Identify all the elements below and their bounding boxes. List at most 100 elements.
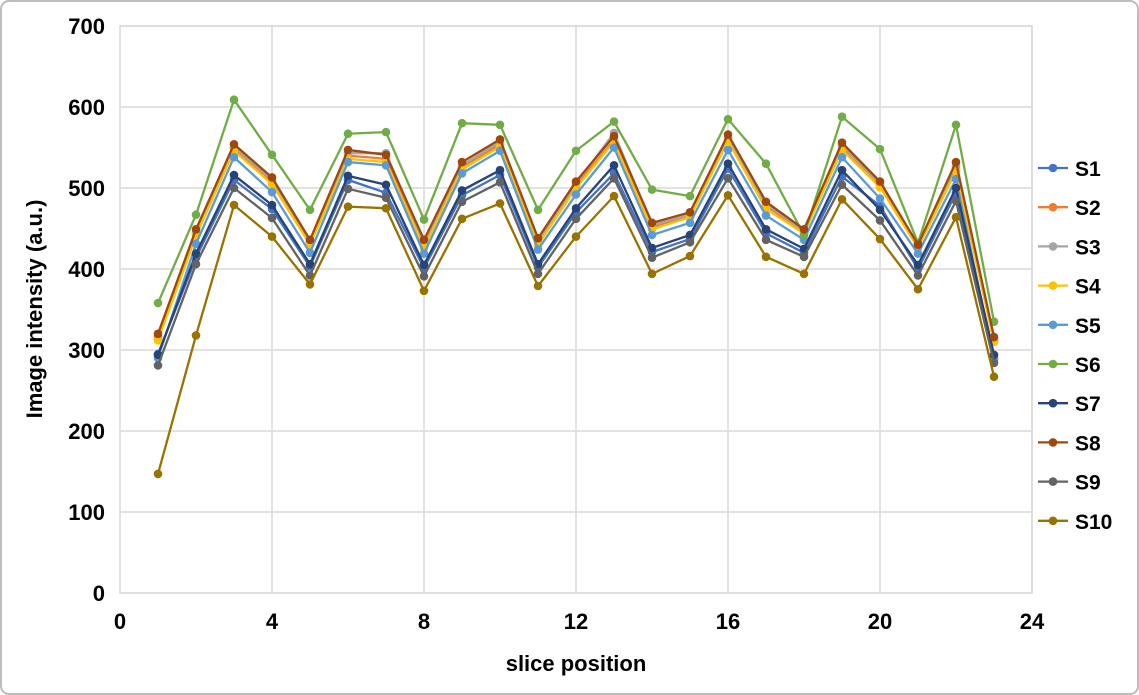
marker-s8-x12 xyxy=(571,177,581,186)
marker-s8-x5 xyxy=(305,235,315,245)
marker-s6-x11 xyxy=(533,205,543,215)
marker-s5-x13 xyxy=(609,143,619,152)
marker-s6-x20 xyxy=(875,144,885,154)
marker-s7-x9 xyxy=(457,186,467,195)
marker-s6-x10 xyxy=(495,120,505,130)
marker-s9-x7 xyxy=(381,193,391,203)
marker-s6-x4 xyxy=(267,150,277,160)
marker-s8-x4 xyxy=(267,173,277,182)
legend-marker-dot-s3 xyxy=(1048,242,1058,251)
marker-s7-x20 xyxy=(875,205,885,215)
y-tick-label-600: 600 xyxy=(68,95,105,120)
legend-item-s5: S5 xyxy=(1038,315,1101,338)
plot-area-border xyxy=(119,25,1033,594)
legend-item-s1: S1 xyxy=(1038,158,1101,181)
marker-s8-x1 xyxy=(153,329,163,339)
marker-s6-x15 xyxy=(685,191,695,201)
marker-s6-x14 xyxy=(647,185,657,194)
marker-s8-x7 xyxy=(381,150,391,160)
marker-s7-x6 xyxy=(343,171,353,181)
marker-s7-x19 xyxy=(837,165,847,175)
legend-marker-dot-s6 xyxy=(1048,359,1058,369)
series-s5 xyxy=(153,143,999,365)
marker-s10-x2 xyxy=(191,331,201,340)
legend-item-s6: S6 xyxy=(1038,354,1101,377)
x-tick-label-16: 16 xyxy=(716,609,740,634)
marker-s7-x10 xyxy=(495,165,505,175)
marker-s9-x12 xyxy=(571,214,581,224)
marker-s10-x17 xyxy=(761,252,771,262)
marker-s9-x3 xyxy=(229,183,239,193)
marker-s10-x23 xyxy=(989,372,999,382)
marker-s9-x6 xyxy=(343,184,353,194)
marker-s5-x19 xyxy=(837,152,847,162)
marker-s8-x18 xyxy=(799,225,809,234)
marker-s9-x22 xyxy=(951,196,961,206)
marker-s9-x13 xyxy=(609,173,619,183)
marker-s8-x9 xyxy=(457,157,467,167)
legend-label-s10: S10 xyxy=(1075,511,1112,534)
marker-s9-x10 xyxy=(495,178,505,187)
marker-s10-x22 xyxy=(951,212,961,222)
marker-s10-x5 xyxy=(305,280,315,289)
marker-s9-x17 xyxy=(761,235,771,245)
marker-s5-x9 xyxy=(457,169,467,178)
marker-s6-x13 xyxy=(609,117,619,126)
marker-s9-x19 xyxy=(837,180,847,190)
marker-s8-x14 xyxy=(647,218,657,228)
marker-s6-x2 xyxy=(191,210,201,220)
marker-s8-x13 xyxy=(609,131,619,141)
marker-s10-x19 xyxy=(837,195,847,204)
marker-s6-x8 xyxy=(419,215,429,224)
marker-s10-x13 xyxy=(609,191,619,201)
legend-label-s8: S8 xyxy=(1075,432,1101,455)
legend-item-s4: S4 xyxy=(1038,276,1101,299)
marker-s10-x3 xyxy=(229,200,239,210)
legend-marker-dot-s5 xyxy=(1048,320,1058,330)
x-tick-label-0: 0 xyxy=(114,609,126,634)
marker-s6-x12 xyxy=(571,146,581,156)
marker-s10-x18 xyxy=(799,269,809,279)
marker-s9-x4 xyxy=(267,213,277,223)
marker-s9-x2 xyxy=(191,259,201,269)
marker-s9-x14 xyxy=(647,253,657,262)
legend-marker-dot-s8 xyxy=(1048,438,1058,447)
marker-s10-x16 xyxy=(723,190,733,200)
marker-s7-x22 xyxy=(951,183,961,193)
marker-s5-x16 xyxy=(723,145,733,155)
y-tick-label-700: 700 xyxy=(68,14,105,39)
marker-s8-x21 xyxy=(913,240,923,249)
y-tick-label-200: 200 xyxy=(68,419,105,444)
marker-s7-x13 xyxy=(609,161,619,170)
marker-s10-x6 xyxy=(343,202,353,211)
marker-s8-x20 xyxy=(875,177,885,186)
y-axis-title: Image intensity (a.u.) xyxy=(22,200,47,419)
gridlines xyxy=(120,25,1033,594)
x-tick-label-20: 20 xyxy=(868,609,892,634)
legend-label-s7: S7 xyxy=(1075,393,1101,416)
legend-item-s9: S9 xyxy=(1038,472,1101,495)
marker-s10-x15 xyxy=(685,251,695,261)
marker-s6-x3 xyxy=(229,95,239,105)
marker-s10-x9 xyxy=(457,214,467,224)
marker-s8-x17 xyxy=(761,197,771,207)
marker-s10-x11 xyxy=(533,281,543,291)
marker-s6-x5 xyxy=(305,205,315,215)
x-tick-label-8: 8 xyxy=(418,609,430,634)
marker-s8-x23 xyxy=(989,332,999,342)
marker-s8-x8 xyxy=(419,235,429,245)
marker-s5-x12 xyxy=(571,190,581,199)
marker-s5-x14 xyxy=(647,230,657,240)
x-tick-label-12: 12 xyxy=(564,609,588,634)
series-s10 xyxy=(153,190,999,479)
marker-s6-x16 xyxy=(723,114,733,124)
marker-s9-x1 xyxy=(153,361,163,370)
marker-s7-x14 xyxy=(647,243,657,253)
legend-label-s4: S4 xyxy=(1075,276,1101,299)
y-tick-label-100: 100 xyxy=(68,500,105,525)
marker-s6-x22 xyxy=(951,120,961,130)
marker-s9-x21 xyxy=(913,271,923,280)
marker-s5-x11 xyxy=(533,245,543,254)
marker-s10-x21 xyxy=(913,284,923,294)
